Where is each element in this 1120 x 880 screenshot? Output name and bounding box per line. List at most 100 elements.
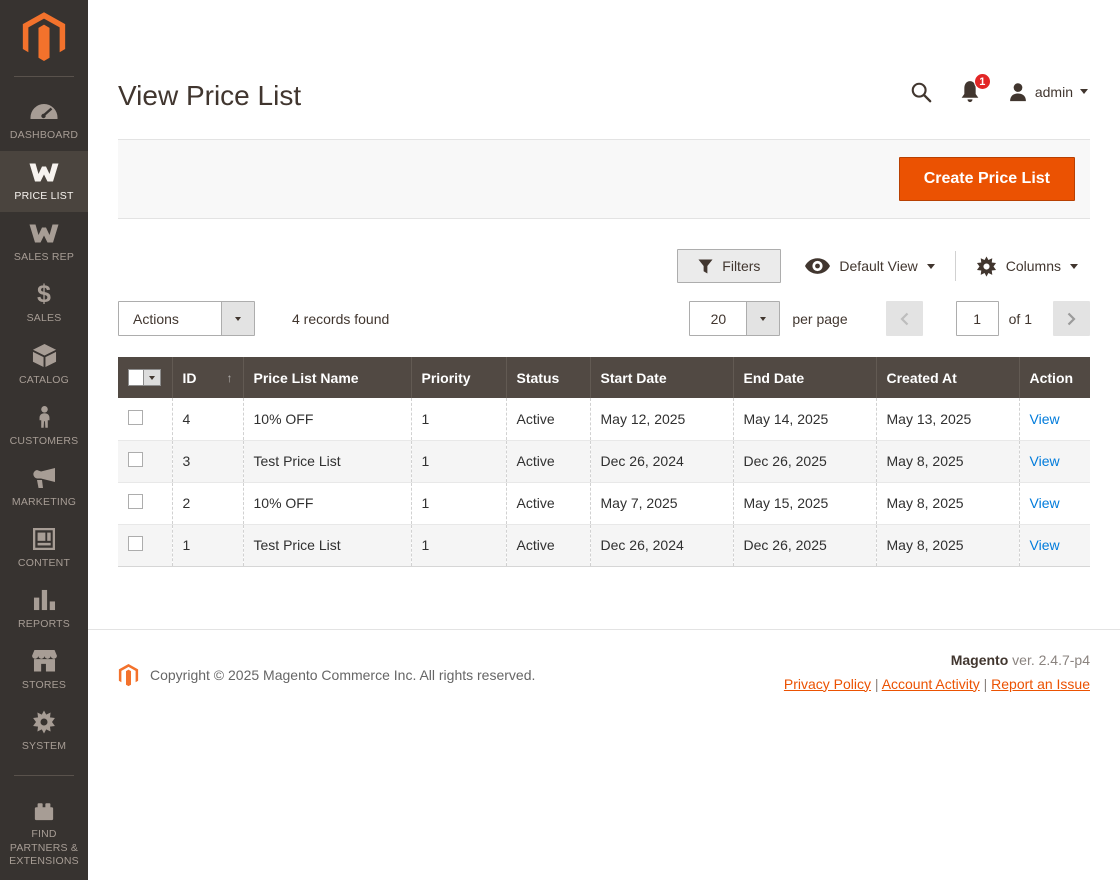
select-all-control[interactable] xyxy=(128,369,162,386)
view-link[interactable]: View xyxy=(1029,537,1060,553)
notification-badge[interactable]: 1 xyxy=(973,73,991,90)
link-separator: | xyxy=(874,675,879,692)
sidebar-item-price-list[interactable]: PRICE LIST xyxy=(0,151,88,213)
row-checkbox[interactable] xyxy=(128,452,143,467)
content-icon xyxy=(29,526,59,552)
sidebar-divider xyxy=(14,775,74,777)
cell-start-date: May 12, 2025 xyxy=(589,398,733,440)
select-all-checkbox[interactable] xyxy=(128,369,144,386)
cell-priority: 1 xyxy=(410,482,506,524)
sidebar-item-stores[interactable]: STORES xyxy=(0,640,88,701)
column-header-action[interactable]: Action xyxy=(1019,357,1090,398)
cell-name: 10% OFF xyxy=(242,482,411,524)
select-all-header xyxy=(118,357,173,398)
actions-select-toggle[interactable] xyxy=(221,302,254,335)
column-header-label: ID xyxy=(182,369,197,386)
select-all-toggle[interactable] xyxy=(144,369,161,386)
previous-page-button[interactable] xyxy=(885,301,923,336)
sidebar-item-sales-rep[interactable]: SALES REP xyxy=(0,212,88,273)
extensions-icon xyxy=(29,797,59,823)
chevron-right-icon xyxy=(1067,312,1076,325)
footer-meta: Magento ver. 2.4.7-p4 Privacy Policy | A… xyxy=(784,652,1090,692)
chevron-down-icon xyxy=(149,375,155,380)
column-header-name[interactable]: Price List Name xyxy=(243,357,412,398)
admin-menu[interactable]: admin xyxy=(1008,82,1088,102)
filters-button[interactable]: Filters xyxy=(677,249,782,283)
brand-name: Magento xyxy=(950,651,1009,668)
sidebar-item-label: FIND PARTNERS & EXTENSIONS xyxy=(9,828,79,867)
header-actions: 1 admin xyxy=(910,73,1088,103)
page-number-input[interactable] xyxy=(955,301,999,336)
view-selector-label: Default View xyxy=(839,258,918,274)
cell-name: Test Price List xyxy=(242,440,411,482)
sidebar-item-label: STORES xyxy=(21,679,67,692)
sidebar-item-label: REPORTS xyxy=(18,618,70,630)
magento-logo[interactable] xyxy=(0,0,88,63)
per-page-label: per page xyxy=(792,310,848,327)
sidebar-item-sales[interactable]: $ SALES xyxy=(0,273,88,334)
report-issue-link[interactable]: Report an Issue xyxy=(991,675,1090,692)
footer-copyright-group: Copyright © 2025 Magento Commerce Inc. A… xyxy=(118,663,535,687)
columns-selector-label: Columns xyxy=(1005,258,1061,274)
columns-selector[interactable]: Columns xyxy=(976,255,1078,277)
cell-end-date: Dec 26, 2025 xyxy=(732,524,876,566)
magento-footer-logo-icon xyxy=(118,663,139,686)
cell-start-date: May 7, 2025 xyxy=(589,482,733,524)
sidebar-item-label: MARKETING xyxy=(11,495,77,508)
view-selector[interactable]: Default View xyxy=(805,258,935,274)
column-header-priority[interactable]: Priority xyxy=(411,357,507,398)
actions-select-value: Actions xyxy=(133,310,179,327)
per-page-toggle[interactable] xyxy=(746,302,780,335)
column-header-end-date[interactable]: End Date xyxy=(733,357,877,398)
cell-end-date: Dec 26, 2025 xyxy=(732,440,876,482)
privacy-policy-link[interactable]: Privacy Policy xyxy=(783,675,872,692)
row-checkbox[interactable] xyxy=(128,409,143,425)
version-number: ver. 2.4.7-p4 xyxy=(1012,651,1090,668)
cell-status: Active xyxy=(505,440,590,482)
reports-icon xyxy=(29,587,59,613)
sidebar-item-find-partners[interactable]: FIND PARTNERS & EXTENSIONS xyxy=(0,789,88,876)
sidebar-item-dashboard[interactable]: DASHBOARD xyxy=(0,90,88,151)
price-list-icon xyxy=(29,159,59,185)
next-page-button[interactable] xyxy=(1053,301,1090,336)
sidebar-item-label: DASHBOARD xyxy=(9,129,79,141)
sidebar-item-reports[interactable]: REPORTS xyxy=(0,579,88,640)
per-page-select[interactable]: 20 xyxy=(689,301,781,336)
column-header-created-at[interactable]: Created At xyxy=(876,357,1020,398)
table-row: 1 Test Price List 1 Active Dec 26, 2024 … xyxy=(118,524,1090,566)
account-activity-link[interactable]: Account Activity xyxy=(881,675,980,692)
table-row: 4 10% OFF 1 Active May 12, 2025 May 14, … xyxy=(118,398,1090,440)
sidebar-item-customers[interactable]: CUSTOMERS xyxy=(0,396,88,457)
cell-created-at: May 13, 2025 xyxy=(875,398,1019,440)
row-checkbox[interactable] xyxy=(128,536,143,551)
main-content: View Price List 1 admin Create Price Lis… xyxy=(88,0,1120,692)
column-header-status[interactable]: Status xyxy=(506,357,591,398)
cell-status: Active xyxy=(505,524,590,566)
notifications-bell-icon[interactable]: 1 xyxy=(960,73,991,103)
magento-logo-icon xyxy=(22,12,66,61)
column-header-start-date[interactable]: Start Date xyxy=(590,357,734,398)
page-title: View Price List xyxy=(118,80,302,111)
sidebar-item-content[interactable]: CONTENT xyxy=(0,518,88,579)
filters-label: Filters xyxy=(722,258,761,274)
page-header: View Price List 1 admin xyxy=(88,0,1120,139)
sidebar-item-system[interactable]: SYSTEM xyxy=(0,701,88,762)
sidebar-item-catalog[interactable]: CATALOG xyxy=(0,335,88,396)
column-header-id[interactable]: ID ↑ xyxy=(172,357,244,398)
sidebar-item-label: SALES REP xyxy=(13,251,75,264)
view-link[interactable]: View xyxy=(1029,495,1060,511)
sidebar-item-marketing[interactable]: MARKETING xyxy=(0,457,88,518)
footer-links: Privacy Policy | Account Activity | Repo… xyxy=(784,676,1090,692)
records-found-text: 4 records found xyxy=(292,310,390,327)
actions-select[interactable]: Actions xyxy=(118,301,255,336)
row-checkbox[interactable] xyxy=(128,494,143,509)
filter-funnel-icon xyxy=(698,258,713,274)
search-icon[interactable] xyxy=(910,81,932,103)
view-link[interactable]: View xyxy=(1029,410,1060,427)
sidebar-item-label: PRICE LIST xyxy=(14,190,74,203)
chevron-down-icon xyxy=(235,316,241,321)
create-price-list-button[interactable]: Create Price List xyxy=(898,157,1075,201)
view-link[interactable]: View xyxy=(1029,453,1060,469)
admin-username: admin xyxy=(1034,83,1073,100)
sales-rep-icon xyxy=(29,220,59,246)
